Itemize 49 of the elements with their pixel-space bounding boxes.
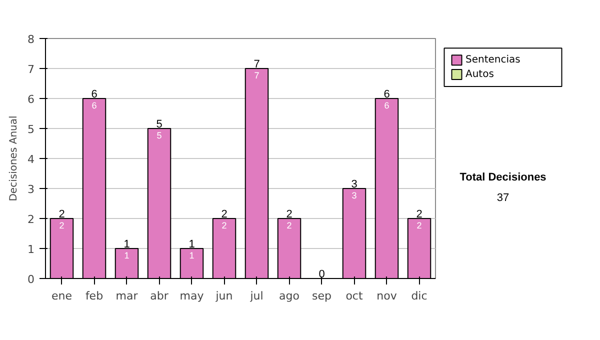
total-label: 2 — [416, 208, 422, 220]
x-tick-label: ene — [51, 290, 72, 302]
data-label: 2 — [222, 220, 227, 230]
total-label: 2 — [221, 208, 228, 220]
y-axis-title: Decisiones Anual — [8, 116, 20, 202]
text: 37 — [496, 192, 510, 204]
y-tick-label: 1 — [28, 243, 34, 256]
x-tick-label: jul — [249, 290, 264, 302]
x-tick-label: nov — [376, 290, 398, 302]
data-label: 6 — [92, 100, 97, 110]
y-tick-label: 3 — [28, 183, 34, 196]
legend-label: Sentencias — [466, 54, 520, 66]
x-tick-label: mar — [116, 290, 138, 302]
x-tick-label: may — [180, 290, 204, 302]
data-label: 2 — [286, 220, 292, 230]
y-tick-label: 4 — [28, 153, 34, 166]
total-label: 2 — [58, 208, 65, 220]
y-tick-label: 6 — [28, 93, 34, 106]
total-label: 6 — [91, 88, 98, 100]
x-tick-label: sep — [312, 290, 332, 302]
x-tick-label: feb — [85, 290, 104, 302]
x-tick-label: oct — [346, 290, 364, 302]
total-label: 5 — [156, 118, 162, 130]
total-label: 3 — [351, 178, 358, 190]
data-label: 7 — [254, 70, 260, 80]
data-label: 5 — [156, 130, 162, 140]
y-tick-label: 0 — [28, 273, 34, 286]
y-tick-label: 2 — [28, 213, 34, 226]
total-label: 1 — [188, 238, 195, 250]
total-label: 7 — [254, 58, 260, 70]
y-tick-label: 5 — [28, 123, 34, 136]
data-label: 1 — [189, 250, 194, 260]
x-tick-label: dic — [411, 290, 428, 302]
data-label: 6 — [384, 100, 390, 110]
legend-label: Autos — [466, 69, 494, 80]
y-tick-label: 8 — [28, 33, 34, 46]
data-label: 3 — [352, 190, 357, 200]
data-label: 2 — [416, 220, 422, 230]
x-tick-label: jun — [214, 290, 233, 302]
x-tick-label: ago — [279, 290, 300, 302]
data-label: 1 — [124, 250, 130, 260]
total-label: 6 — [384, 88, 390, 100]
data-label: 2 — [59, 220, 64, 230]
total-label: 2 — [286, 208, 292, 220]
total-label: 0 — [318, 268, 325, 280]
total-label: 1 — [124, 238, 130, 250]
y-tick-label: 7 — [28, 63, 34, 76]
x-tick-label: abr — [150, 290, 169, 302]
text: Total Decisiones — [460, 172, 546, 184]
